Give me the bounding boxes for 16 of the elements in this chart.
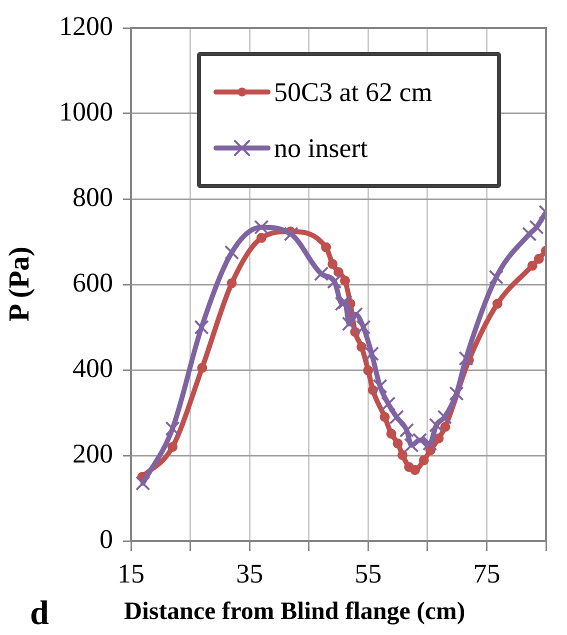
text: d (30, 595, 49, 633)
y-tick-label: 1000 (59, 96, 113, 127)
y-tick-label: 200 (72, 438, 113, 469)
x-tick-label: 75 (473, 558, 500, 588)
x-tick-label: 55 (354, 558, 382, 588)
x-axis-title: Distance from Blind flange (cm) (124, 598, 466, 626)
y-tick-label: 1200 (59, 11, 113, 42)
x-tick-label: 15 (118, 558, 144, 588)
legend-label: 50C3 at 62 cm (274, 76, 432, 108)
legend-label: no insert (274, 132, 368, 164)
y-tick-label: 600 (72, 268, 113, 298)
y-tick-label: 0 (100, 524, 113, 554)
y-tick-label: 800 (72, 182, 113, 212)
y-axis-title: P (Pa) (4, 246, 36, 322)
y-tick-label: 400 (72, 353, 113, 384)
x-tick-label: 35 (236, 558, 264, 588)
